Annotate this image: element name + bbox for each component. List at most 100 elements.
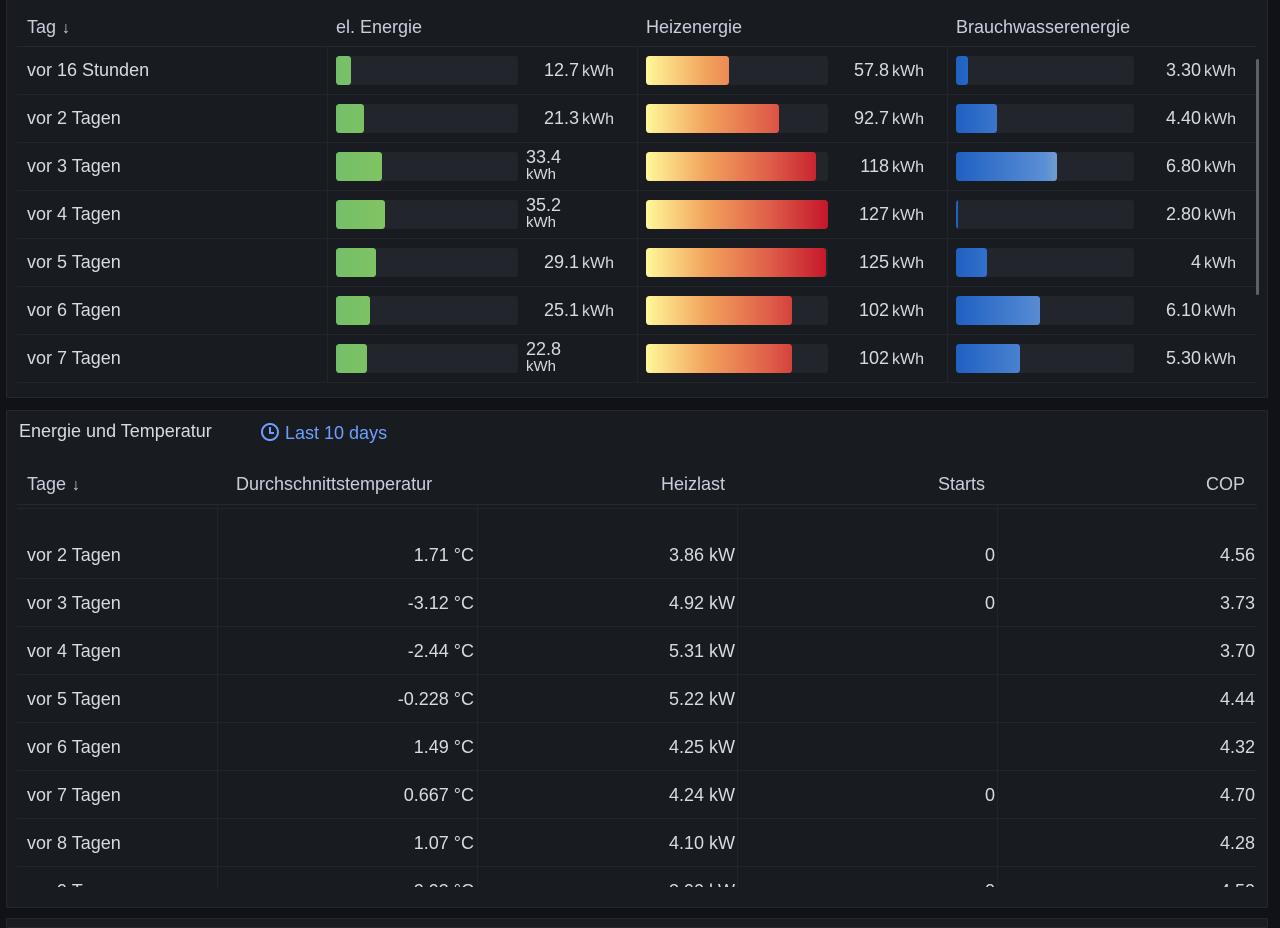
column-divider	[997, 505, 998, 887]
gauge-number: 118	[860, 156, 889, 176]
column-divider	[327, 335, 328, 382]
gauge-track	[336, 104, 518, 133]
heat-energy-gauge: 125 kWh	[646, 239, 936, 286]
table-row[interactable]: vor 4 Tagen 35.2 kWh 127 kWh 2.80 kWh	[17, 191, 1257, 239]
column-divider	[637, 95, 638, 142]
avg-temperature-cell: 1.07 °C	[413, 833, 474, 853]
gauge-track	[646, 56, 828, 85]
cop-cell: 3.70	[1219, 641, 1255, 661]
column-header-load[interactable]: Heizlast	[660, 474, 725, 494]
table-row[interactable]: vor 6 Tagen 1.49 °C 4.25 kW 4.32	[17, 723, 1257, 771]
heat-energy-gauge: 118 kWh	[646, 143, 936, 190]
table-row[interactable]: vor 8 Tagen 1.07 °C 4.10 kW 4.28	[17, 819, 1257, 867]
column-header-water[interactable]: Brauchwasserenergie	[956, 17, 1131, 37]
heat-load-cell: 4.24 kW	[668, 785, 735, 805]
time-range-label: Last 10 days	[285, 423, 388, 443]
column-header-day[interactable]: Tage ↓	[27, 459, 80, 505]
cop-cell: 4.56	[1219, 545, 1255, 565]
starts-cell: 0	[984, 785, 995, 805]
table-row[interactable]: vor 5 Tagen 29.1 kWh 125 kWh 4 kWh	[17, 239, 1257, 287]
gauge-number: 102	[858, 300, 889, 320]
elec-energy-gauge: 12.7 kWh	[336, 47, 626, 94]
gauge-number: 21.3	[543, 108, 579, 128]
row-day-label: vor 7 Tagen	[27, 785, 121, 805]
table-row[interactable]: vor 16 Stunden 12.7 kWh 57.8 kWh 3.30 kWh	[17, 47, 1257, 95]
table-row[interactable]: vor 5 Tagen -0.228 °C 5.22 kW 4.44	[17, 675, 1257, 723]
column-header-cop[interactable]: COP	[1205, 474, 1245, 494]
table-row[interactable]: vor 2 Tagen 21.3 kWh 92.7 kWh 4.40 kWh	[17, 95, 1257, 143]
gauge-fill	[336, 248, 376, 277]
gauge-fill	[336, 56, 351, 85]
heat-load-cell: 3.86 kW	[668, 545, 735, 565]
gauge-value: 4 kWh	[1142, 239, 1236, 286]
column-header-heat[interactable]: Heizenergie	[646, 17, 743, 37]
gauge-fill	[336, 344, 367, 373]
gauge-fill	[336, 296, 370, 325]
table-row[interactable]: vor 7 Tagen 0.667 °C 4.24 kW 0 4.70	[17, 771, 1257, 819]
table-row[interactable]	[17, 505, 1257, 509]
gauge-number: 29.1	[543, 252, 579, 272]
column-header-starts[interactable]: Starts	[937, 474, 985, 494]
gauge-value: 6.10 kWh	[1142, 287, 1236, 334]
gauge-value: 35.2 kWh	[526, 196, 561, 231]
gauge-value: 57.8 kWh	[836, 47, 924, 94]
gauge-track	[336, 296, 518, 325]
table-row[interactable]: vor 3 Tagen -3.12 °C 4.92 kW 0 3.73	[17, 579, 1257, 627]
table-row[interactable]: vor 2 Tagen 1.71 °C 3.86 kW 0 4.56	[17, 531, 1257, 579]
column-divider	[217, 505, 218, 887]
energy-table-panel: Tag ↓ el. Energie Heizenergie Brauchwasse…	[6, 0, 1268, 398]
gauge-fill	[646, 296, 792, 325]
column-header-elec[interactable]: el. Energie	[336, 17, 423, 37]
gauge-track	[336, 344, 518, 373]
column-header-day[interactable]: Tag ↓	[27, 1, 70, 47]
column-divider	[947, 335, 948, 382]
scrollbar[interactable]	[1256, 59, 1259, 295]
gauge-value: 33.4 kWh	[526, 148, 561, 183]
gauge-unit: kWh	[1204, 303, 1236, 320]
gauge-fill	[956, 248, 987, 277]
row-day-label: vor 2 Tagen	[27, 108, 121, 128]
column-divider	[947, 47, 948, 94]
gauge-value: 92.7 kWh	[836, 95, 924, 142]
table-row[interactable]: vor 3 Tagen 33.4 kWh 118 kWh 6.80 kWh	[17, 143, 1257, 191]
avg-temperature-cell: 0.667 °C	[403, 785, 474, 805]
heat-energy-gauge: 92.7 kWh	[646, 95, 936, 142]
elec-energy-gauge: 25.1 kWh	[336, 287, 626, 334]
gauge-unit: kWh	[582, 63, 614, 80]
heat-energy-gauge: 57.8 kWh	[646, 47, 936, 94]
gauge-number: 127	[858, 204, 889, 224]
column-header-temp[interactable]: Durchschnittstemperatur	[236, 474, 433, 494]
avg-temperature-cell: 1.49 °C	[413, 737, 474, 757]
gauge-value: 29.1 kWh	[526, 239, 614, 286]
row-day-label: vor 6 Tagen	[27, 300, 121, 320]
table-row[interactable]: vor 7 Tagen 22.8 kWh 102 kWh 5.30 kWh	[17, 335, 1257, 383]
gauge-unit: kWh	[1204, 207, 1236, 224]
table-row[interactable]: vor 9 Tagen 2.93 °C 3.90 kW 0 4.50	[17, 867, 1257, 887]
elec-energy-gauge: 33.4 kWh	[336, 143, 626, 190]
gauge-value: 25.1 kWh	[526, 287, 614, 334]
time-range-link[interactable]: Last 10 days	[261, 421, 387, 444]
avg-temperature-cell: -2.44 °C	[407, 641, 474, 661]
column-divider	[327, 47, 328, 94]
row-day-label: vor 3 Tagen	[27, 156, 121, 176]
gauge-fill	[336, 104, 364, 133]
gauge-number: 12.7	[543, 60, 579, 80]
row-day-label: vor 3 Tagen	[27, 593, 121, 613]
gauge-fill	[646, 248, 826, 277]
gauge-value: 21.3 kWh	[526, 95, 614, 142]
table-body[interactable]: vor 2 Tagen 1.71 °C 3.86 kW 0 4.56 vor 3 Tage…	[17, 505, 1257, 887]
gauge-track	[956, 344, 1134, 373]
gauge-fill	[336, 152, 382, 181]
table-row[interactable]: vor 6 Tagen 25.1 kWh 102 kWh 6.10 kWh	[17, 287, 1257, 335]
row-day-label: vor 9 Tagen	[27, 867, 121, 887]
gauge-unit: kWh	[582, 303, 614, 320]
gauge-value: 118 kWh	[836, 143, 924, 190]
row-day-label: vor 2 Tagen	[27, 545, 121, 565]
gauge-unit: kWh	[892, 207, 924, 224]
elec-energy-gauge: 29.1 kWh	[336, 239, 626, 286]
row-day-label: vor 4 Tagen	[27, 204, 121, 224]
gauge-fill	[956, 56, 968, 85]
gauge-value: 4.40 kWh	[1142, 95, 1236, 142]
table-row[interactable]: vor 4 Tagen -2.44 °C 5.31 kW 3.70	[17, 627, 1257, 675]
gauge-unit: kWh	[526, 214, 556, 231]
